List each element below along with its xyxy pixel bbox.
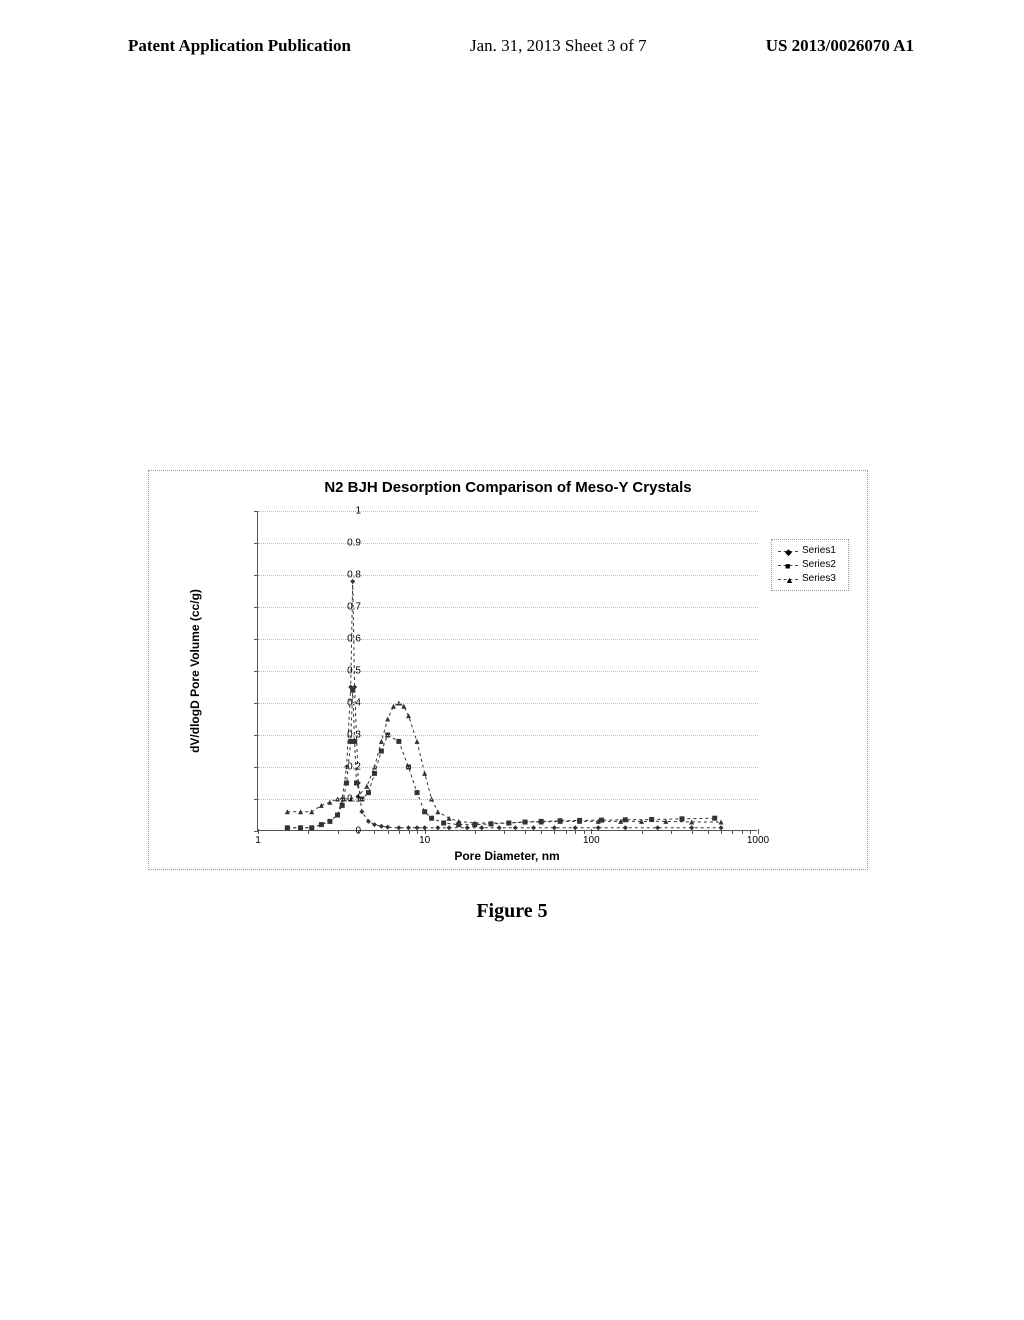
square-icon: ■	[785, 562, 790, 570]
legend-label: Series2	[802, 558, 836, 572]
triangle-icon: ▲	[785, 576, 794, 584]
diamond-icon: ◆	[785, 548, 792, 556]
legend-label: Series1	[802, 544, 836, 558]
chart-plot-area: 1101001000	[257, 511, 757, 831]
legend-item: ▲ Series3	[778, 572, 842, 586]
legend-item: ■ Series2	[778, 558, 842, 572]
chart-legend: ◆ Series1 ■ Series2 ▲ Series3	[771, 539, 849, 591]
chart-title: N2 BJH Desorption Comparison of Meso-Y C…	[149, 479, 867, 496]
legend-dash: ▲	[778, 579, 798, 580]
legend-dash: ■	[778, 565, 798, 566]
legend-label: Series3	[802, 572, 836, 586]
chart-frame: N2 BJH Desorption Comparison of Meso-Y C…	[148, 470, 868, 870]
chart-xlabel: Pore Diameter, nm	[257, 849, 757, 863]
chart-ylabel: dV/dlogD Pore Volume (cc/g)	[185, 511, 205, 831]
figure-caption: Figure 5	[0, 900, 1024, 923]
chart-ylabel-text: dV/dlogD Pore Volume (cc/g)	[188, 589, 202, 753]
header-mid: Jan. 31, 2013 Sheet 3 of 7	[470, 36, 647, 56]
header-right: US 2013/0026070 A1	[766, 36, 914, 56]
legend-dash: ◆	[778, 551, 798, 552]
legend-item: ◆ Series1	[778, 544, 842, 558]
page-header: Patent Application Publication Jan. 31, …	[0, 36, 1024, 56]
header-left: Patent Application Publication	[128, 36, 351, 56]
